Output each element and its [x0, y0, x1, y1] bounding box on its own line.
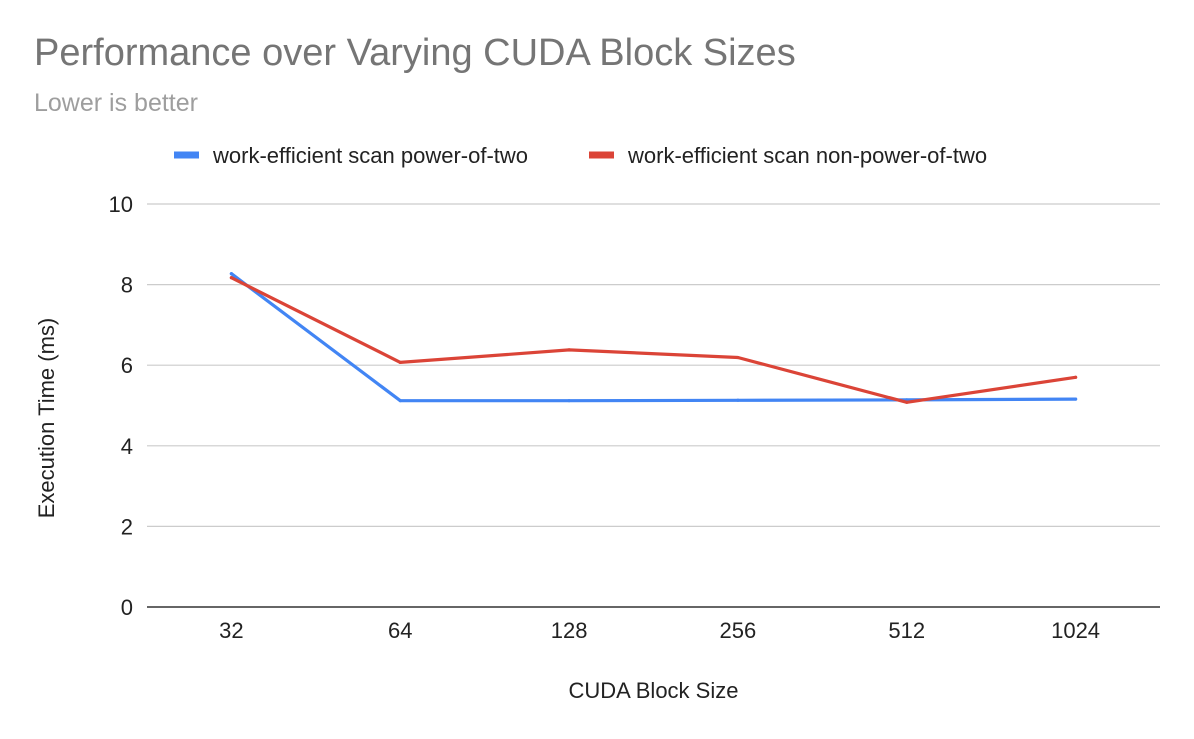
series-line-2 [229, 276, 1078, 404]
y-tick-label: 0 [121, 595, 133, 620]
data-point [229, 276, 234, 280]
data-point [1073, 397, 1078, 401]
x-tick-label: 128 [551, 618, 588, 643]
data-point [229, 272, 234, 276]
legend: work-efficient scan power-of-two work-eff… [174, 143, 987, 168]
series-lines [229, 272, 1078, 404]
y-tick-label: 2 [121, 514, 133, 539]
y-axis-ticks: 0 2 4 6 8 10 [109, 192, 133, 620]
grid-lines [147, 203, 1160, 528]
data-point [1073, 375, 1078, 379]
data-point [398, 399, 402, 403]
y-tick-label: 8 [121, 273, 133, 298]
x-axis-title: CUDA Block Size [569, 678, 739, 703]
x-tick-label: 64 [388, 618, 412, 643]
data-point [905, 400, 909, 404]
y-axis-title: Execution Time (ms) [34, 318, 59, 519]
chart-title: Performance over Varying CUDA Block Size… [34, 32, 796, 74]
x-axis-ticks: 32 64 128 256 512 1024 [219, 618, 1100, 643]
x-tick-label: 256 [720, 618, 757, 643]
data-point [567, 348, 571, 352]
y-tick-label: 4 [121, 434, 133, 459]
data-point [736, 398, 740, 402]
series-line-1 [229, 272, 1078, 403]
legend-label-2: work-efficient scan non-power-of-two [627, 143, 987, 168]
data-point [398, 360, 402, 364]
y-tick-label: 6 [121, 353, 133, 378]
data-point [736, 355, 740, 360]
x-tick-label: 1024 [1051, 618, 1100, 643]
x-tick-label: 512 [888, 618, 925, 643]
legend-label-1: work-efficient scan power-of-two [212, 143, 528, 168]
x-tick-label: 32 [219, 618, 243, 643]
data-point [567, 399, 571, 403]
chart-subtitle: Lower is better [34, 89, 198, 117]
y-tick-label: 10 [109, 192, 133, 217]
